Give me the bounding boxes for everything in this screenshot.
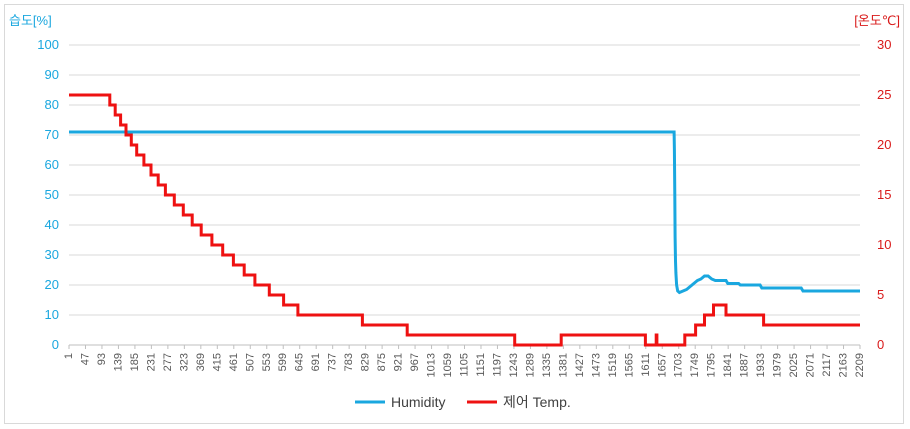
- x-tick-label: 507: [244, 353, 256, 371]
- x-tick-label: 415: [211, 353, 223, 371]
- x-axis: 1 47 93 139 185 231 277 323 369 415 461 507 553 599 64…: [63, 345, 866, 377]
- x-tick-label: 1657: [656, 353, 668, 377]
- left-tick-label: 60: [45, 157, 59, 172]
- x-tick-label: 2025: [788, 353, 800, 377]
- x-tick-label: 231: [145, 353, 157, 371]
- series-humidity-line: [69, 130, 860, 295]
- x-tick-label: 691: [310, 353, 322, 371]
- right-tick-label: 0: [877, 337, 884, 352]
- x-tick-label: 1289: [524, 353, 536, 377]
- legend-label: 제어 Temp.: [503, 394, 571, 410]
- left-tick-label: 20: [45, 277, 59, 292]
- x-tick-label: 1519: [607, 353, 619, 377]
- left-tick-label: 50: [45, 187, 59, 202]
- x-tick-label: 1335: [541, 353, 553, 377]
- x-tick-label: 2163: [838, 353, 850, 377]
- legend: Humidity 제어 Temp.: [355, 394, 571, 410]
- x-tick-label: 967: [409, 353, 421, 371]
- right-axis-label: [온도℃]: [854, 13, 900, 28]
- x-tick-label: 599: [277, 353, 289, 371]
- gridlines: [69, 44, 860, 346]
- x-tick-label: 277: [162, 353, 174, 371]
- chart-frame: 0 10 20 30 40 50 60 70 80 90 100 0 5 10 15 20 25 30 1 47 9…: [4, 4, 904, 424]
- left-tick-label: 10: [45, 307, 59, 322]
- x-tick-label: 1151: [475, 353, 487, 377]
- series-temp-line: [69, 93, 860, 347]
- x-tick-label: 1887: [739, 353, 751, 377]
- x-tick-label: 2209: [854, 353, 866, 377]
- x-tick-label: 1611: [640, 353, 652, 377]
- x-tick-label: 1749: [689, 353, 701, 377]
- x-tick-label: 783: [343, 353, 355, 371]
- x-tick-label: 2071: [805, 353, 817, 377]
- x-tick-label: 1565: [623, 353, 635, 377]
- right-tick-label: 20: [877, 137, 891, 152]
- x-tick-label: 2117: [821, 353, 833, 377]
- x-tick-label: 1: [63, 353, 75, 359]
- right-tick-label: 15: [877, 187, 891, 202]
- x-tick-label: 737: [327, 353, 339, 371]
- x-tick-label: 1473: [590, 353, 602, 377]
- x-tick-label: 1243: [508, 353, 520, 377]
- x-tick-label: 1795: [706, 353, 718, 377]
- right-y-axis: 0 5 10 15 20 25 30: [877, 37, 891, 352]
- right-tick-label: 25: [877, 87, 891, 102]
- x-tick-label: 93: [96, 353, 108, 365]
- x-tick-label: 1427: [574, 353, 586, 377]
- left-tick-label: 70: [45, 127, 59, 142]
- x-tick-label: 829: [360, 353, 372, 371]
- right-tick-label: 30: [877, 37, 891, 52]
- x-tick-label: 921: [393, 353, 405, 371]
- x-tick-label: 1979: [772, 353, 784, 377]
- x-tick-label: 645: [294, 353, 306, 371]
- x-tick-label: 47: [79, 353, 91, 365]
- x-tick-label: 139: [112, 353, 124, 371]
- x-tick-label: 553: [261, 353, 273, 371]
- x-tick-label: 369: [195, 353, 207, 371]
- right-tick-label: 10: [877, 237, 891, 252]
- x-tick-label: 1197: [491, 353, 503, 377]
- x-tick-label: 1059: [442, 353, 454, 377]
- left-y-axis: 0 10 20 30 40 50 60 70 80 90 100: [37, 37, 59, 352]
- left-tick-label: 90: [45, 67, 59, 82]
- x-tick-label: 461: [228, 353, 240, 371]
- left-tick-label: 100: [37, 37, 59, 52]
- x-tick-label: 323: [178, 353, 190, 371]
- legend-label: Humidity: [391, 394, 445, 410]
- x-tick-label: 875: [376, 353, 388, 371]
- x-tick-label: 1381: [557, 353, 569, 377]
- left-tick-label: 0: [52, 337, 59, 352]
- x-tick-label: 1013: [426, 353, 438, 377]
- left-tick-label: 30: [45, 247, 59, 262]
- left-axis-label: 습도[%]: [9, 13, 52, 28]
- x-tick-label: 1841: [722, 353, 734, 377]
- x-tick-label: 1703: [673, 353, 685, 377]
- left-tick-label: 80: [45, 97, 59, 112]
- right-tick-label: 5: [877, 287, 884, 302]
- x-tick-label: 185: [129, 353, 141, 371]
- left-tick-label: 40: [45, 217, 59, 232]
- series-lines: [69, 93, 860, 347]
- x-tick-label: 1105: [459, 353, 471, 377]
- x-tick-label: 1933: [755, 353, 767, 377]
